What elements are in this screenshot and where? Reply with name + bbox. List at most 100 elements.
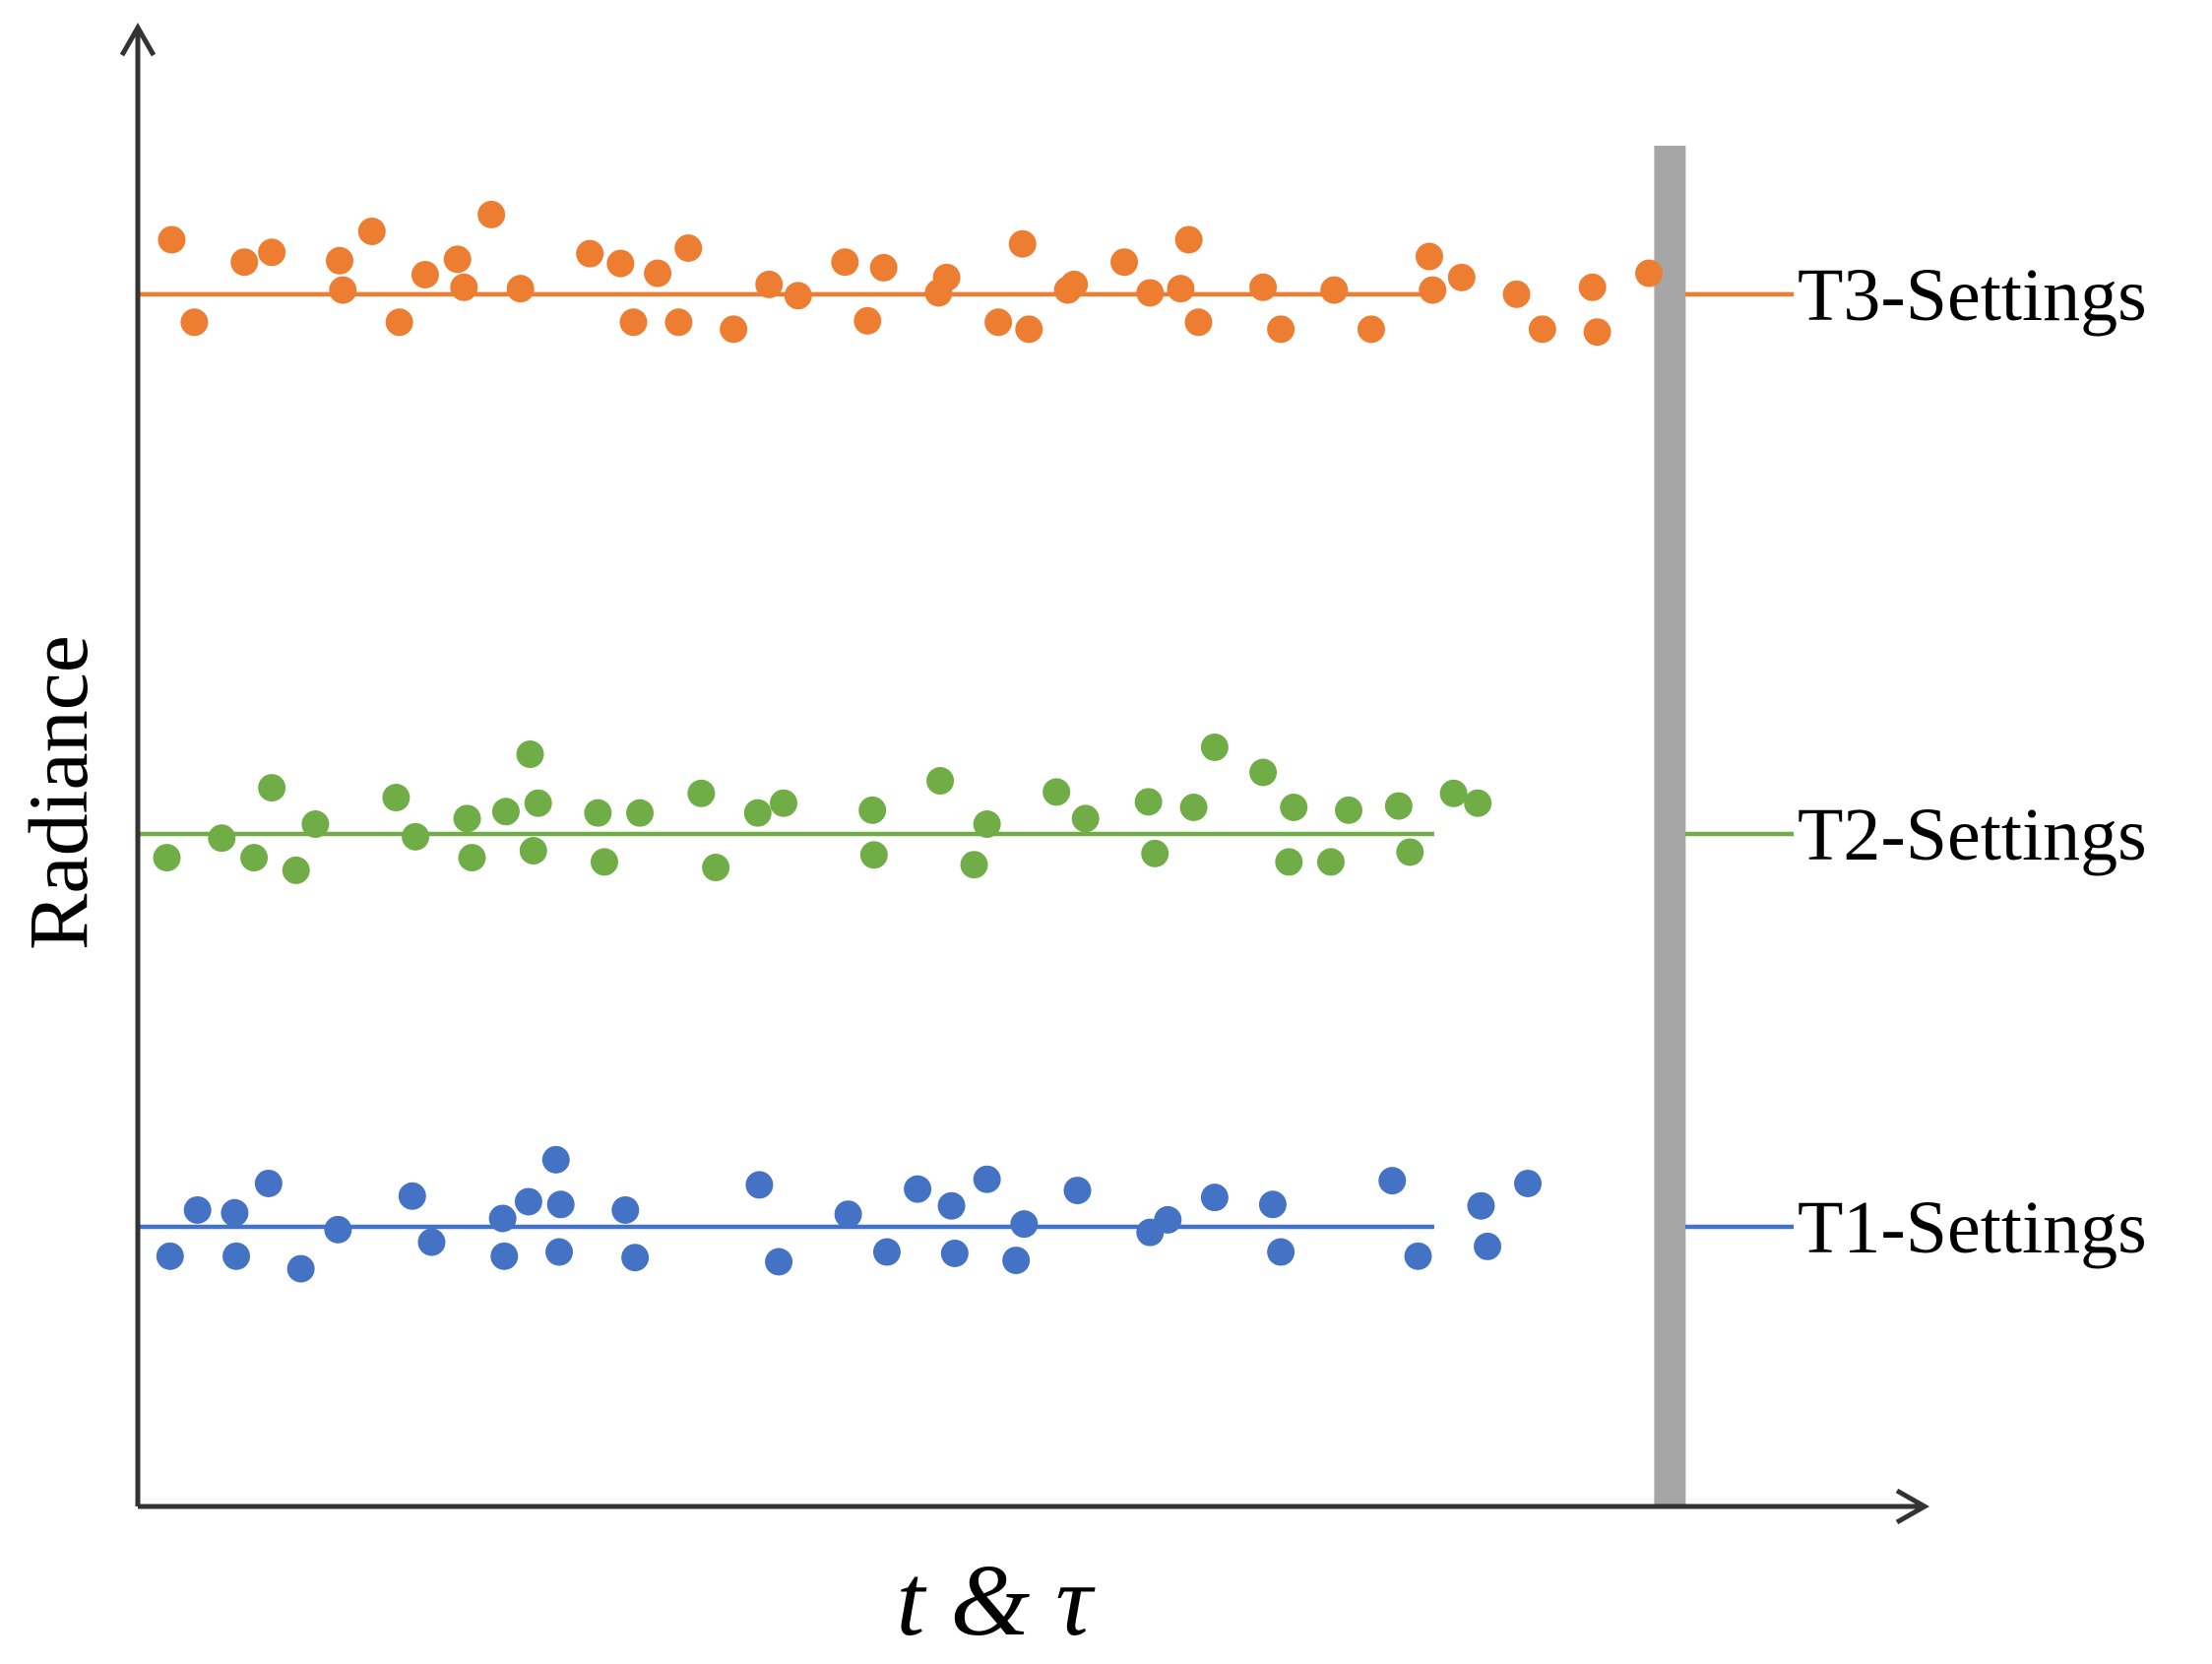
data-point (450, 273, 478, 301)
data-point (1167, 275, 1195, 303)
data-point (491, 798, 520, 826)
data-point (904, 1175, 932, 1203)
x-axis-arrowhead (1895, 1488, 1930, 1525)
t2-settings-legend-label: T2-Settings (1798, 794, 2147, 876)
data-point (1267, 315, 1296, 344)
data-point (1200, 733, 1229, 761)
data-point (1015, 315, 1043, 344)
data-point (1179, 794, 1208, 821)
data-point (1404, 1242, 1432, 1270)
data-point (1514, 1169, 1543, 1197)
data-point (644, 259, 672, 288)
data-point (1467, 1191, 1495, 1220)
data-point (1316, 848, 1345, 876)
series-lines-layer (138, 291, 1434, 1230)
data-point (1464, 789, 1492, 817)
data-point (282, 856, 310, 884)
data-point (180, 308, 209, 337)
data-point (477, 200, 506, 228)
data-point (519, 837, 547, 865)
data-point (1184, 308, 1213, 337)
data-point (576, 239, 604, 268)
data-point (222, 1242, 251, 1270)
data-point (453, 804, 481, 833)
data-point (357, 217, 386, 245)
data-point (546, 1190, 575, 1219)
data-point (1249, 758, 1278, 787)
data-point (858, 796, 887, 824)
data-point (1141, 839, 1169, 867)
data-point (1416, 242, 1443, 271)
data-point (755, 270, 784, 298)
data-point (611, 1195, 640, 1224)
data-point (1043, 778, 1071, 806)
data-point (1320, 276, 1349, 304)
data-point (1378, 1167, 1407, 1195)
data-point (443, 245, 472, 274)
t1-settings-legend-label: T1-Settings (1798, 1186, 2147, 1269)
data-point (937, 1191, 966, 1220)
t1-settings-legend-item: T1-Settings (1685, 1186, 2147, 1269)
t3-settings-legend-label: T3-Settings (1798, 254, 2147, 337)
data-point (516, 740, 544, 769)
data-point (1439, 779, 1468, 807)
x-axis-title: t & τ (896, 1544, 1096, 1657)
data-point (973, 1165, 1001, 1193)
data-point (1635, 259, 1664, 288)
data-point (834, 1200, 862, 1229)
data-point (590, 848, 618, 876)
data-point (584, 799, 612, 827)
data-point (545, 1238, 574, 1266)
data-point (1200, 1184, 1229, 1212)
series-points-layer (153, 200, 1664, 1283)
data-point (1280, 794, 1308, 821)
y-axis-arrowhead (119, 22, 157, 57)
data-point (385, 308, 413, 337)
data-point (411, 260, 439, 288)
data-point (619, 308, 648, 337)
t2-settings-legend-item: T2-Settings (1685, 794, 2147, 876)
data-point (254, 1169, 283, 1197)
data-point (1447, 263, 1476, 291)
data-point (606, 249, 635, 278)
data-point (286, 1254, 315, 1283)
data-point (329, 276, 357, 304)
data-point (301, 810, 330, 839)
data-point (258, 774, 286, 802)
data-point (158, 225, 186, 254)
t1-settings-points (156, 1145, 1543, 1283)
data-point (1335, 796, 1362, 824)
data-point (1063, 1177, 1092, 1205)
data-point (831, 248, 859, 277)
data-point (490, 1242, 519, 1270)
data-point (940, 1239, 969, 1267)
data-point (1578, 273, 1607, 301)
data-point (156, 1242, 184, 1270)
data-point (1010, 1210, 1039, 1239)
data-point (1528, 315, 1556, 344)
data-point (458, 844, 486, 872)
data-point (784, 282, 812, 310)
data-point (853, 306, 882, 335)
data-point (1583, 318, 1612, 347)
data-point (417, 1228, 446, 1256)
data-point (1267, 1238, 1296, 1266)
t2-settings-points (153, 733, 1492, 884)
data-point (1396, 838, 1424, 866)
data-point (382, 784, 411, 812)
data-point (1249, 273, 1278, 301)
data-point (258, 238, 286, 267)
data-point (1384, 792, 1413, 820)
data-point (765, 1248, 793, 1276)
data-point (872, 1238, 901, 1266)
data-point (720, 315, 748, 344)
data-point (973, 810, 1001, 839)
data-point (153, 844, 181, 872)
data-point (869, 253, 898, 282)
data-point (743, 799, 772, 827)
data-point (324, 1215, 352, 1244)
data-point (326, 246, 353, 275)
data-point (859, 841, 888, 869)
data-point (524, 789, 552, 817)
data-point (240, 844, 269, 872)
